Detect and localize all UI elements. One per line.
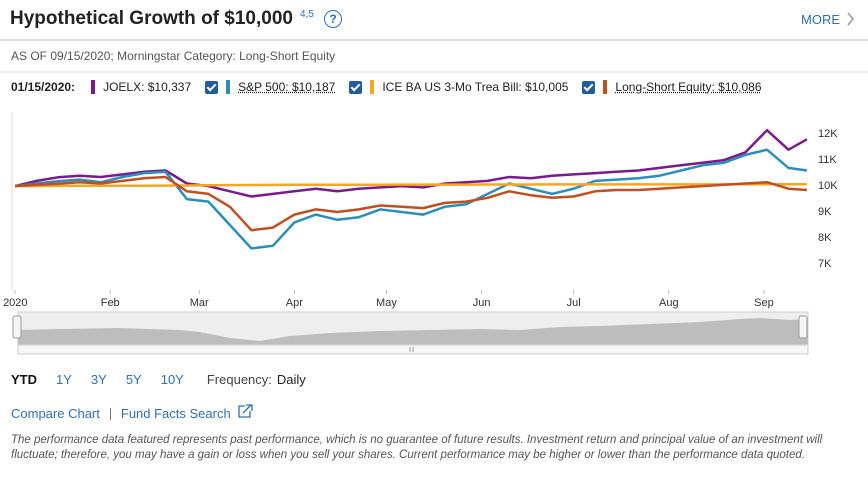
y-tick-label: 11K: [818, 154, 837, 166]
x-tick-label: Feb: [101, 297, 120, 309]
x-tick-label: Jul: [567, 297, 581, 309]
frequency-label: Frequency:: [206, 372, 272, 387]
legend-text: Long-Short Equity: $10,086: [615, 80, 762, 94]
series-line: [15, 175, 807, 232]
more-link[interactable]: MORE: [801, 12, 840, 27]
fund-facts-link[interactable]: Fund Facts Search: [120, 406, 231, 421]
navigator-handle[interactable]: [12, 315, 22, 339]
range-button[interactable]: 5Y: [125, 372, 142, 387]
y-tick-label: 9K: [818, 206, 832, 218]
title: Hypothetical Growth of $10,000: [10, 8, 293, 29]
series-line: [15, 183, 807, 188]
y-tick-label: 7K: [818, 258, 832, 270]
as-of: AS OF 09/15/2020; Morningstar Category: …: [11, 49, 336, 63]
y-tick-label: 12K: [818, 128, 838, 140]
legend-swatch: [91, 80, 96, 94]
checkbox[interactable]: [349, 80, 363, 94]
legend-item[interactable]: S&P 500: $10,187: [205, 80, 335, 94]
legend-swatch: [370, 80, 375, 94]
more-chevron[interactable]: [847, 12, 854, 26]
legend-item[interactable]: Long-Short Equity: $10,086: [582, 80, 762, 94]
legend-swatch: [226, 80, 231, 94]
legend-text: S&P 500: $10,187: [238, 80, 336, 94]
range-button[interactable]: 10Y: [160, 372, 184, 387]
x-tick-label: Sep: [754, 297, 774, 309]
legend-item[interactable]: JOELX: $10,337: [91, 80, 191, 94]
help-icon[interactable]: ?: [324, 10, 342, 28]
compare-chart-link[interactable]: Compare Chart: [11, 406, 100, 421]
range-button[interactable]: 3Y: [90, 372, 107, 387]
external-link-icon: [238, 404, 253, 418]
checkbox[interactable]: [205, 80, 219, 94]
legend-text: ICE BA US 3-Mo Trea Bill: $10,005: [382, 80, 569, 94]
x-tick-label: May: [376, 297, 397, 309]
navigator-handle[interactable]: [798, 315, 808, 339]
series-line: [14, 128, 808, 198]
y-tick-label: 10K: [818, 180, 838, 192]
links: Compare Chart Fund Facts Search: [11, 406, 231, 421]
legend-text: JOELX: $10,337: [103, 80, 192, 94]
range-selector: YTD 1Y 3Y 5Y 10Y Frequency: Daily: [11, 372, 306, 387]
navigator[interactable]: [12, 311, 809, 355]
separator: [109, 407, 111, 420]
x-tick-label: Jun: [473, 297, 491, 309]
x-tick-label: Aug: [659, 297, 679, 309]
x-tick-label: 2020: [3, 297, 27, 309]
range-button[interactable]: YTD: [11, 372, 37, 387]
legend-item[interactable]: ICE BA US 3-Mo Trea Bill: $10,005: [349, 80, 568, 94]
footnote-ref[interactable]: 4,5: [300, 9, 314, 20]
frequency-value[interactable]: Daily: [276, 372, 306, 387]
range-button[interactable]: 1Y: [56, 372, 72, 387]
scrollbar-grip: [409, 347, 414, 352]
series-line: [14, 148, 808, 250]
navigator-area: [18, 318, 808, 344]
x-tick-label: Apr: [286, 297, 303, 309]
x-tick-label: Mar: [190, 297, 209, 309]
y-tick-label: 8K: [818, 232, 832, 244]
disclaimer: The performance data featured represents…: [11, 434, 823, 461]
legend-swatch: [603, 80, 608, 94]
legend-date: 01/15/2020:: [11, 80, 76, 94]
legend: 01/15/2020: JOELX: $10,337 S&P 500: $10,1…: [11, 80, 776, 94]
checkbox[interactable]: [582, 80, 596, 94]
